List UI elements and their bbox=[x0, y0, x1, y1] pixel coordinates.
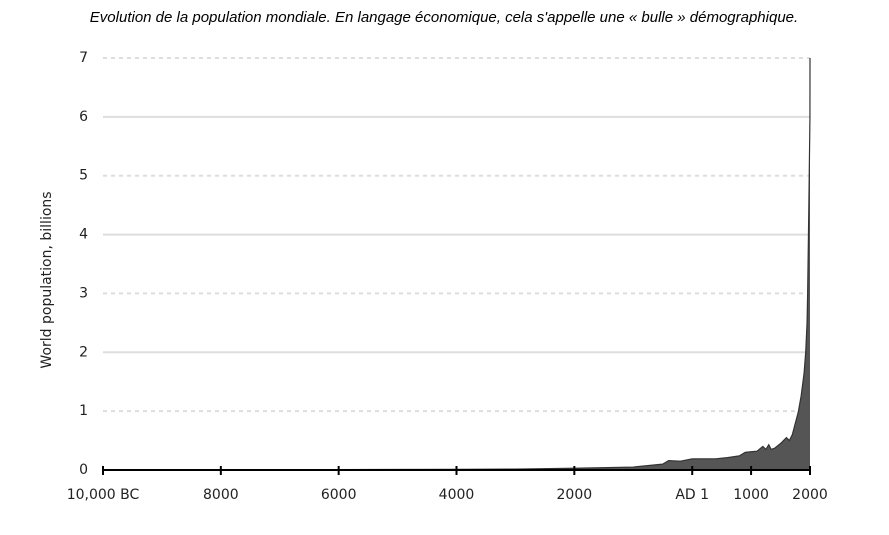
x-tick-label: 4000 bbox=[439, 487, 475, 503]
y-tick-label: 4 bbox=[79, 227, 88, 243]
y-tick-label: 6 bbox=[79, 109, 88, 125]
y-tick-label: 0 bbox=[79, 462, 88, 478]
x-tick-label: 10,000 BC bbox=[67, 487, 140, 503]
x-tick-label: 2000 bbox=[792, 487, 828, 503]
chart-title: Evolution de la population mondiale. En … bbox=[90, 9, 798, 26]
y-tick-label: 2 bbox=[79, 344, 88, 360]
x-tick-label: 6000 bbox=[321, 487, 357, 503]
y-tick-label: 5 bbox=[79, 168, 88, 184]
x-tick-label: AD 1 bbox=[675, 487, 709, 503]
x-tick-label: 8000 bbox=[203, 487, 239, 503]
area-line bbox=[102, 57, 811, 471]
x-tick-label: 2000 bbox=[557, 487, 593, 503]
y-tick-label: 1 bbox=[79, 403, 88, 419]
area-fill bbox=[103, 58, 810, 470]
y-tick-label: 7 bbox=[79, 50, 88, 66]
y-tick-label: 3 bbox=[79, 285, 88, 301]
y-axis-label: World population, billions bbox=[39, 191, 55, 368]
x-tick-label: 1000 bbox=[733, 487, 769, 503]
